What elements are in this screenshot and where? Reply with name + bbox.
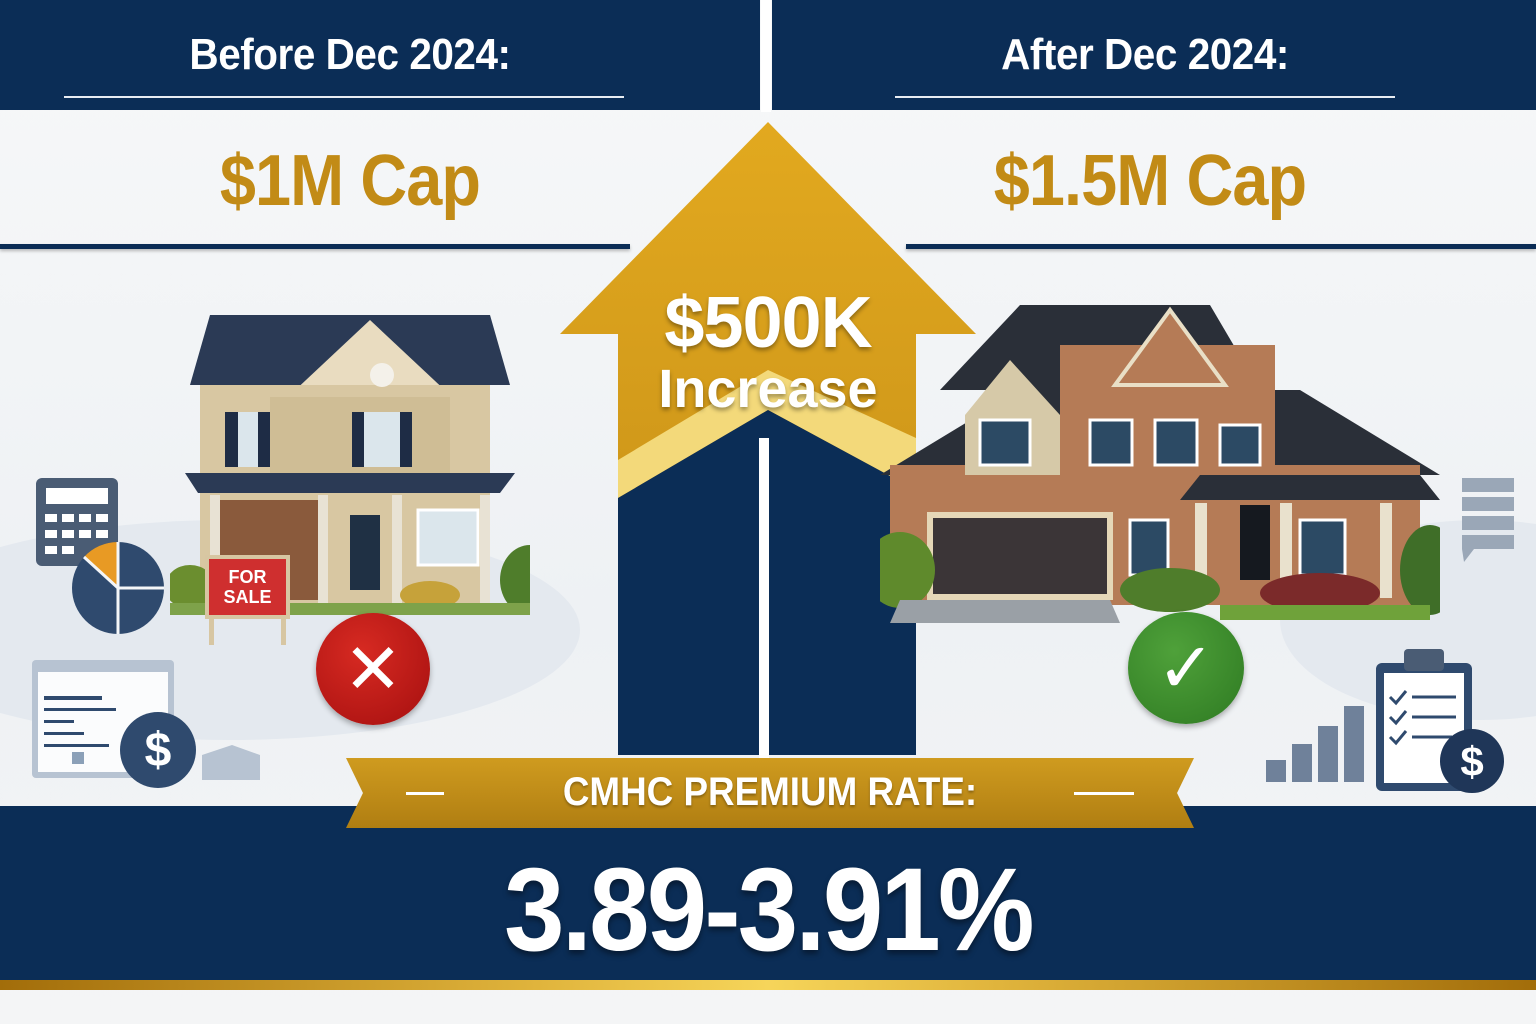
increase-label: Increase [658,359,878,419]
clipboard-checklist-icon: $ [1376,649,1504,793]
right-header-rule [895,96,1395,98]
for-sale-sign: FOR SALE [205,555,290,645]
rate-band [0,806,1536,982]
right-header-title: After Dec 2024: [1001,30,1289,79]
document-dollar-icon: $ [32,660,260,788]
left-header-band [0,0,760,110]
speech-list-icon [1462,478,1514,562]
gold-accent-bar [0,980,1536,990]
banner-dash-right [1074,792,1134,795]
right-header-band [772,0,1536,110]
large-house-illustration [880,305,1440,623]
right-separator [906,244,1536,249]
left-cap-label: $1M Cap [219,141,481,221]
left-separator [0,244,630,249]
pie-chart-icon [72,542,164,634]
calculator-icon [36,478,118,566]
left-header-title: Before Dec 2024: [189,30,511,79]
banner-dash-left [406,792,444,795]
premium-rate-value: 3.89-3.91% [504,844,1034,976]
top-divider [761,0,771,112]
svg-text:$: $ [145,724,172,777]
x-mark-icon: ✕ [316,613,430,725]
right-cap-label: $1.5M Cap [993,141,1307,221]
left-header-rule [64,96,624,98]
small-house-illustration [170,315,530,615]
svg-text:$: $ [1460,738,1483,785]
sign-text-for: FOR [228,567,267,587]
sign-text-sale: SALE [223,587,272,607]
checkmark-icon: ✓ [1128,612,1244,724]
dollar-coin-icon [1440,729,1504,793]
increase-arrow-icon [560,122,976,758]
increase-amount: $500K [664,283,872,363]
bar-chart-icon [1266,706,1364,782]
banner-label: CMHC PREMIUM RATE: [562,770,978,814]
premium-rate-banner: CMHC PREMIUM RATE: [346,758,1194,828]
